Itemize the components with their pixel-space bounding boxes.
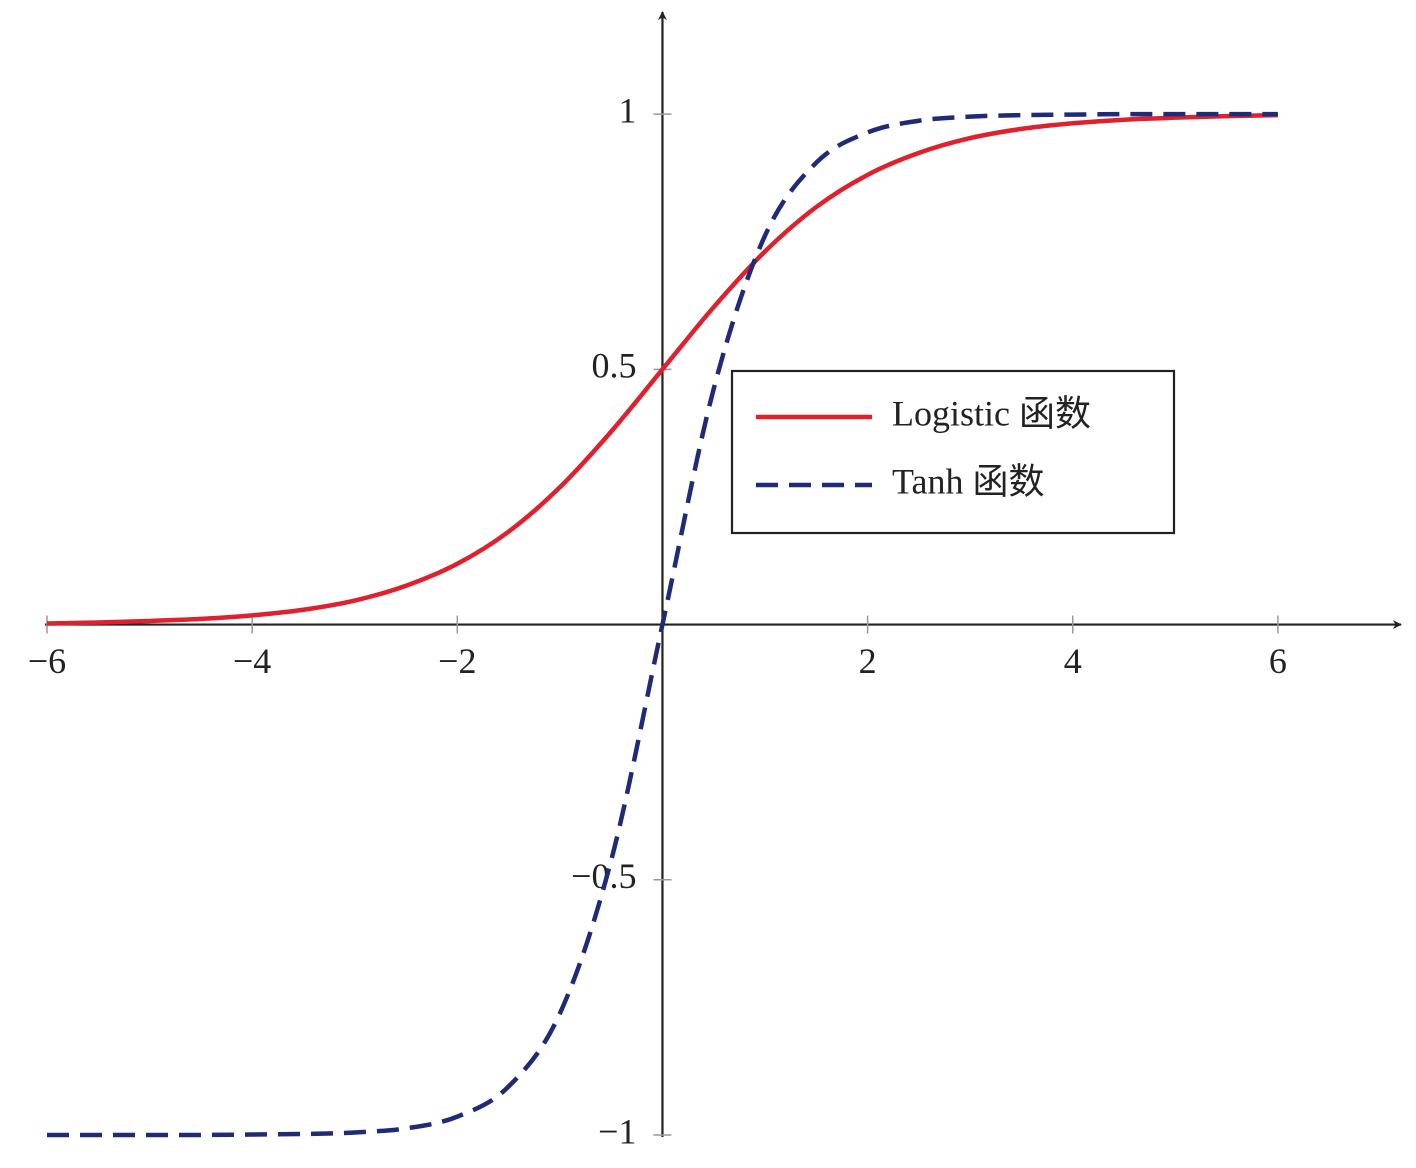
x-tick-label: −2 <box>438 641 476 681</box>
x-tick-label: −6 <box>28 641 66 681</box>
legend-box <box>730 369 1176 535</box>
x-tick-label: 4 <box>1064 641 1082 681</box>
y-tick-label: 1 <box>618 90 636 130</box>
y-tick-label: 0.5 <box>591 346 636 386</box>
x-tick-label: 2 <box>859 641 877 681</box>
legend-label: Tanh 函数 <box>892 461 1044 501</box>
x-tick-label: −4 <box>233 641 271 681</box>
legend-label: Logistic 函数 <box>892 393 1091 433</box>
line-series <box>46 112 1278 626</box>
legend: Logistic 函数 Tanh 函数 <box>730 369 1176 535</box>
y-tick-label: −1 <box>598 1111 636 1151</box>
y-tick-label: −0.5 <box>571 856 636 896</box>
x-tick-label: 6 <box>1269 641 1287 681</box>
line-series <box>47 111 1278 1138</box>
